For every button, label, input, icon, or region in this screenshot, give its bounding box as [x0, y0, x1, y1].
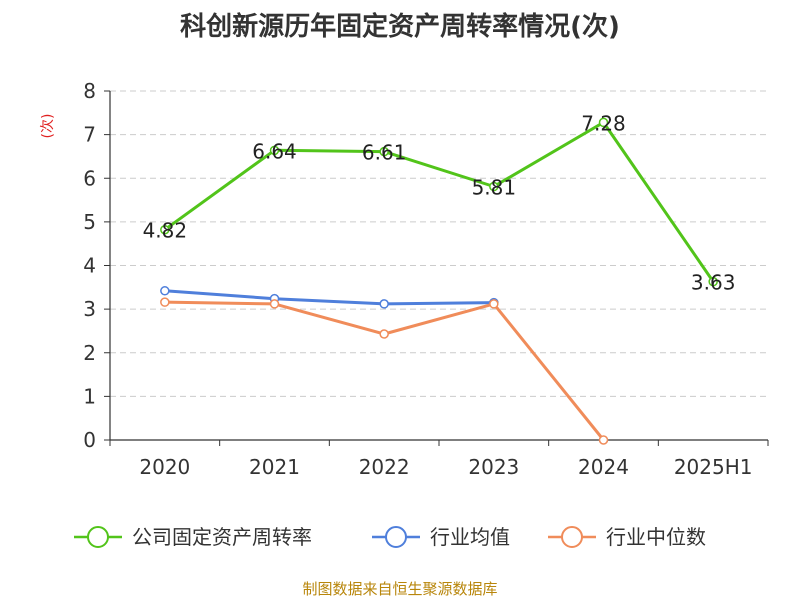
data-point — [598, 117, 609, 128]
y-tick-label: 1 — [83, 384, 96, 408]
data-label: 7.28 — [581, 111, 626, 135]
data-point — [489, 181, 499, 192]
y-axis-label: (次) — [40, 114, 56, 139]
x-tick-label: 2025H1 — [674, 455, 753, 479]
data-point — [379, 299, 389, 309]
data-label: 5.81 — [472, 176, 517, 200]
data-label: 4.82 — [143, 219, 188, 243]
data-point — [379, 146, 389, 157]
legend-marker-icon — [385, 526, 407, 548]
data-point — [269, 299, 280, 309]
legend: 公司固定资产周转率 行业均值 行业中位数 — [74, 525, 706, 549]
legend-label: 行业均值 — [430, 525, 510, 549]
data-point — [160, 297, 170, 307]
series-line-0 — [163, 120, 715, 283]
axes: 0 1 2 3 4 5 6 7 8 2020 2021 2022 2023 2024 2025H1 (次) — [40, 79, 769, 479]
chart-title: 科创新源历年固定资产周转率情况(次) — [180, 12, 620, 42]
legend-label: 行业中位数 — [606, 525, 706, 549]
data-label: 6.61 — [362, 141, 407, 165]
legend-marker-icon — [561, 526, 583, 548]
data-point — [379, 329, 389, 339]
data-labels: 4.82 6.64 6.61 5.81 7.28 3.63 — [143, 111, 736, 294]
y-tick-label: 3 — [83, 297, 96, 321]
data-point — [598, 435, 609, 445]
y-tick-label: 6 — [83, 166, 96, 190]
x-tick-label: 2020 — [139, 455, 190, 479]
data-point — [489, 299, 499, 309]
data-label: 3.63 — [691, 271, 736, 295]
y-tick-label: 0 — [83, 428, 96, 452]
data-label: 6.64 — [252, 139, 297, 163]
x-tick-label: 2022 — [359, 455, 410, 479]
y-tick-label: 2 — [83, 341, 96, 365]
data-point — [708, 276, 718, 287]
x-tick-label: 2021 — [249, 455, 300, 479]
source-note: 制图数据来自恒生聚源数据库 — [302, 580, 498, 598]
x-tick-label: 2023 — [468, 455, 519, 479]
x-tick-label: 2024 — [578, 455, 629, 479]
y-tick-label: 5 — [83, 210, 96, 234]
series-line-1 — [164, 289, 494, 306]
data-point — [160, 286, 170, 296]
data-point — [269, 145, 280, 156]
grid-lines — [110, 90, 768, 397]
y-tick-label: 8 — [83, 79, 96, 103]
series-lines — [160, 117, 718, 445]
legend-marker-icon — [87, 526, 109, 548]
data-point — [160, 224, 170, 235]
legend-label: 公司固定资产周转率 — [132, 525, 312, 549]
y-tick-label: 7 — [83, 123, 96, 147]
y-tick-label: 4 — [83, 254, 96, 278]
series-line-2 — [164, 300, 605, 441]
